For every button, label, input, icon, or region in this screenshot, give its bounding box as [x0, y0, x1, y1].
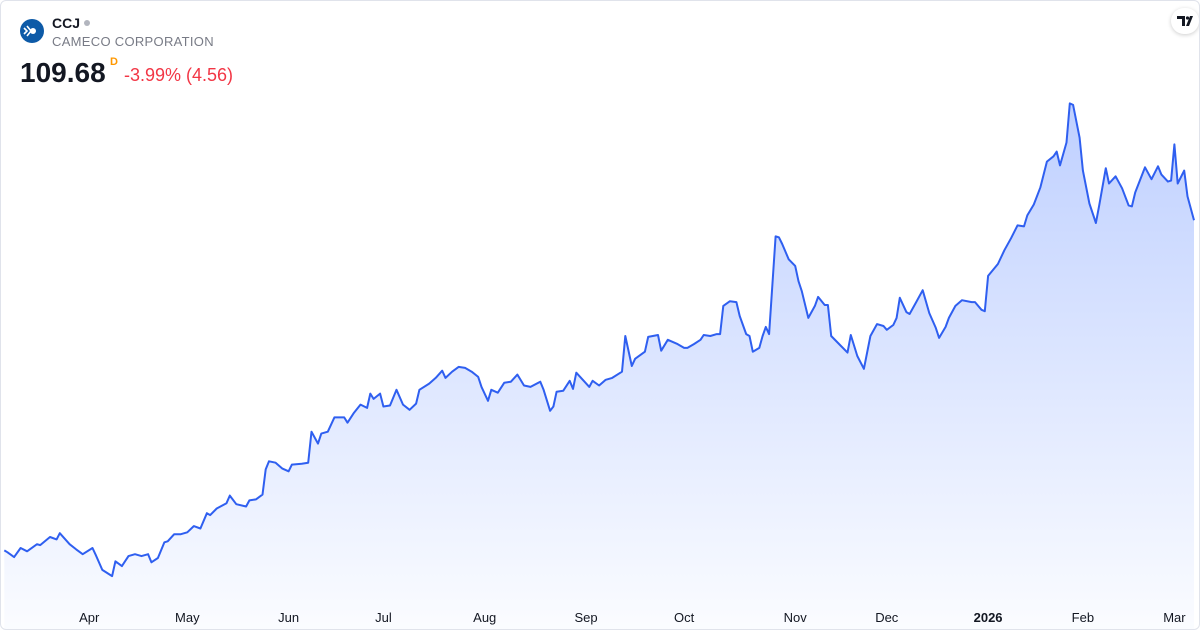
x-tick-label: Dec [875, 610, 899, 625]
x-tick-label: Sep [574, 610, 597, 625]
tradingview-logo[interactable] [1171, 8, 1199, 34]
price: 109.68 [20, 57, 106, 88]
x-tick-label: Apr [79, 610, 100, 625]
x-tick-label: Jul [375, 610, 392, 625]
area-fill [4, 103, 1194, 629]
x-tick-label: 2026 [974, 610, 1003, 625]
x-tick-label: May [175, 610, 200, 625]
interval: D [110, 56, 118, 68]
logo [20, 19, 44, 43]
symbol[interactable]: CCJ [52, 15, 91, 31]
x-tick-label: Nov [784, 610, 808, 625]
status-dot [84, 20, 91, 26]
company-name: CAMECO CORPORATION [52, 34, 214, 49]
change: -3.99% (4.56) [124, 65, 234, 85]
symbol-text[interactable]: CCJ [52, 15, 81, 31]
x-tick-label: Oct [674, 610, 695, 625]
x-tick-label: Jun [278, 610, 299, 625]
x-tick-label: Aug [473, 610, 496, 625]
x-tick-label: Mar [1163, 610, 1186, 625]
x-tick-label: Feb [1072, 610, 1094, 625]
price-line [3, 102, 1195, 578]
tv-icon [1177, 16, 1193, 26]
